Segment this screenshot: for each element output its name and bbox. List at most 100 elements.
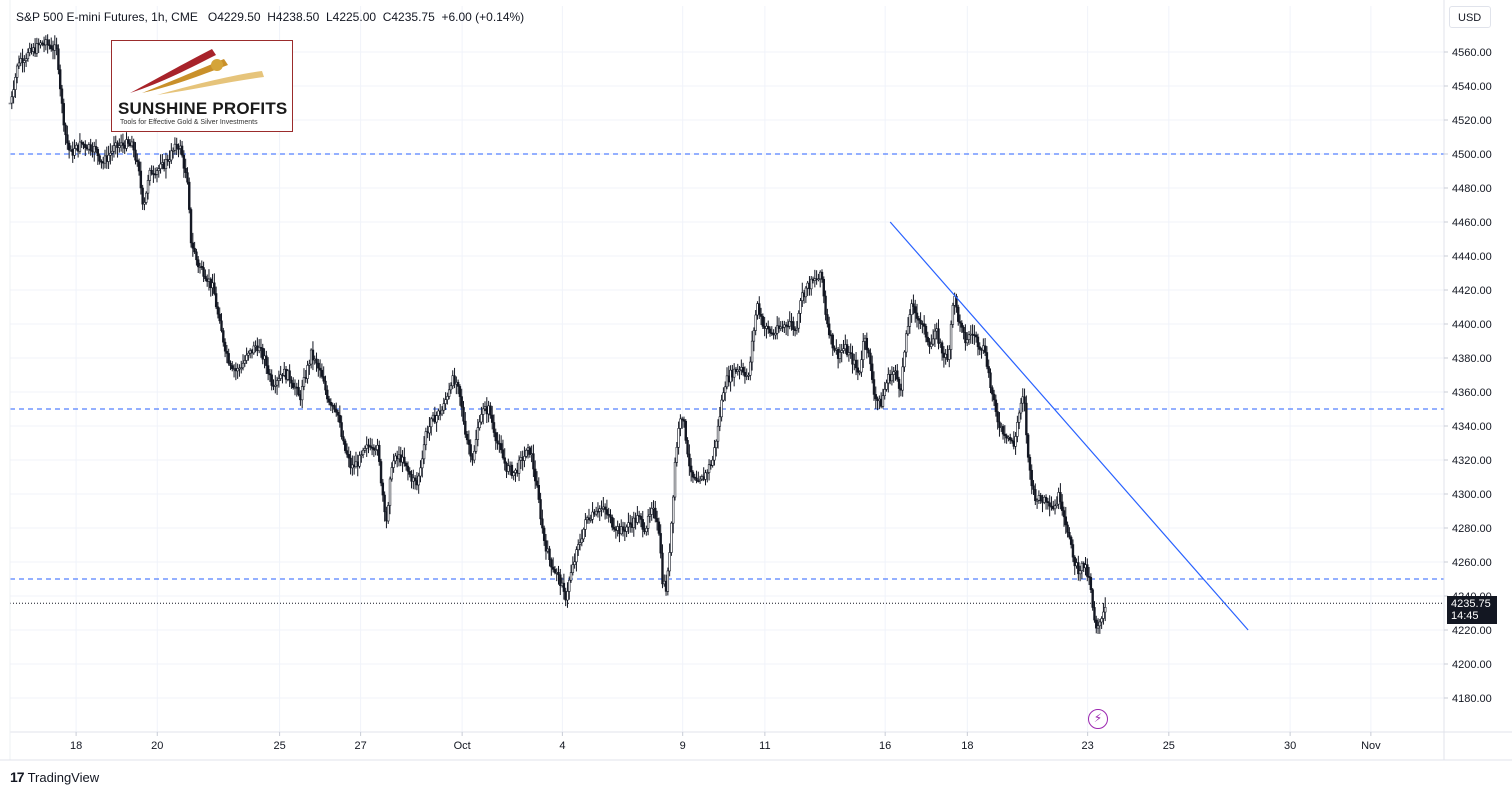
candle xyxy=(1025,395,1028,444)
candle xyxy=(204,269,207,282)
candle-body xyxy=(1019,402,1023,414)
candle-body xyxy=(490,414,494,423)
candle xyxy=(480,406,483,425)
logo-tagline: Tools for Effective Gold & Silver Invest… xyxy=(120,119,258,126)
candle xyxy=(265,350,268,375)
candle xyxy=(107,145,110,169)
candle-body xyxy=(447,389,451,397)
candle xyxy=(551,557,555,573)
candle xyxy=(66,125,69,150)
candle xyxy=(838,343,842,364)
candle xyxy=(535,471,539,488)
candle-body xyxy=(247,352,250,356)
x-tick-label: 23 xyxy=(1082,740,1094,752)
candle xyxy=(1093,601,1096,623)
candle xyxy=(1098,619,1102,634)
candle-body xyxy=(499,443,503,451)
candle-body xyxy=(58,69,62,90)
candle-body xyxy=(571,564,575,573)
candle-body xyxy=(460,396,463,408)
candle xyxy=(347,446,350,468)
candle xyxy=(270,369,273,391)
trendline[interactable] xyxy=(889,221,1249,631)
candle xyxy=(892,366,895,383)
candle xyxy=(290,376,293,389)
candle xyxy=(587,508,591,524)
candle xyxy=(906,317,910,336)
candle-body xyxy=(1078,570,1082,575)
y-tick-label: 4260.00 xyxy=(1452,557,1492,569)
close-value: C4235.75 xyxy=(382,10,435,24)
tradingview-brand[interactable]: 17 TradingView xyxy=(10,769,99,785)
candle xyxy=(693,473,696,481)
candle-body xyxy=(275,380,279,386)
candle-body xyxy=(654,507,657,519)
candle-body xyxy=(951,305,955,325)
candle-body xyxy=(897,378,901,389)
candle-body xyxy=(1014,436,1017,447)
candle-body xyxy=(732,368,736,378)
candle-body xyxy=(503,457,506,464)
candle xyxy=(229,360,232,371)
candle-body xyxy=(315,358,318,364)
candle-body xyxy=(277,378,281,381)
candle-body xyxy=(985,352,989,367)
candle-body xyxy=(661,552,664,585)
y-tick-label: 4220.00 xyxy=(1452,625,1492,637)
candle xyxy=(998,412,1001,437)
symbol-title[interactable]: S&P 500 E-mini Futures, 1h, CME xyxy=(16,10,198,24)
horizontal-levels[interactable] xyxy=(10,153,1444,604)
candle xyxy=(274,375,277,394)
candle-body xyxy=(204,276,207,280)
candle-body xyxy=(322,376,325,382)
candle xyxy=(582,527,585,543)
candle xyxy=(537,477,540,504)
candle-body xyxy=(698,478,702,482)
candle-body xyxy=(537,484,540,500)
brand-name: TradingView xyxy=(27,769,100,785)
candle-body xyxy=(677,428,680,448)
candle xyxy=(845,339,849,358)
candle-body xyxy=(236,368,239,372)
candle-body xyxy=(358,455,361,467)
candle xyxy=(775,316,779,340)
candle-body xyxy=(659,533,662,554)
candle xyxy=(1069,535,1073,549)
y-tick-label: 4460.00 xyxy=(1452,217,1492,229)
candle-body xyxy=(906,326,910,335)
candle-body xyxy=(1023,396,1026,404)
candle-body xyxy=(1104,607,1107,613)
candle-body xyxy=(1032,485,1035,490)
candle-body xyxy=(901,366,904,391)
candle xyxy=(234,362,238,381)
candle xyxy=(957,304,960,326)
candle-body xyxy=(532,453,535,470)
candle xyxy=(492,414,496,438)
candle-body xyxy=(482,408,485,415)
candle xyxy=(388,476,392,515)
candle-body xyxy=(318,367,322,371)
candle xyxy=(62,98,65,132)
candle xyxy=(134,142,137,165)
candle xyxy=(824,290,827,321)
candle xyxy=(840,343,843,363)
last-price-value: 4235.75 xyxy=(1451,598,1491,610)
candle-body xyxy=(388,478,392,506)
lightning-icon[interactable]: ⚡ xyxy=(1088,709,1108,729)
candle-body xyxy=(962,327,965,333)
candle xyxy=(399,446,402,467)
candle-body xyxy=(369,445,372,448)
y-tick-label: 4480.00 xyxy=(1452,183,1492,195)
candle xyxy=(462,401,465,425)
candle xyxy=(306,360,309,384)
candle-body xyxy=(924,326,928,338)
candle-body xyxy=(768,328,772,334)
candle xyxy=(621,521,625,537)
candle xyxy=(73,139,76,159)
candle xyxy=(503,448,506,471)
candle-body xyxy=(627,522,630,528)
candle-body xyxy=(1069,536,1073,545)
candle-body xyxy=(257,347,261,352)
currency-button[interactable]: USD xyxy=(1449,6,1491,28)
